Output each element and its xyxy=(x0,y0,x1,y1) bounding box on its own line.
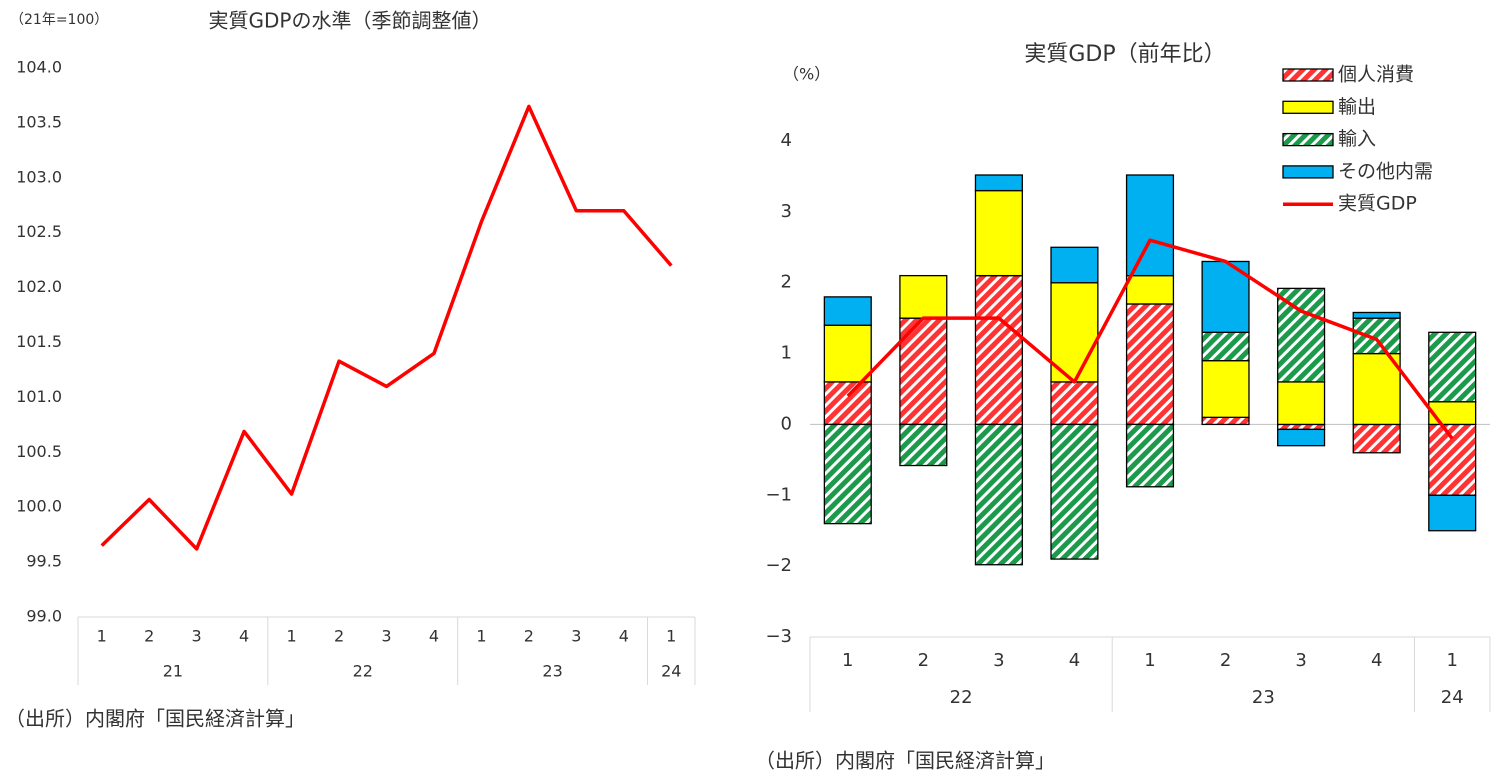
data-line xyxy=(846,238,1454,440)
legend-swatch xyxy=(1282,100,1334,114)
y-tick-label: −3 xyxy=(765,626,792,647)
bar-segment xyxy=(1277,428,1326,447)
x-tick-label: 3 xyxy=(381,627,391,646)
x-tick-label: 4 xyxy=(429,627,439,646)
legend-label: 輸出 xyxy=(1338,96,1376,118)
y-tick-label: 101.0 xyxy=(16,387,62,406)
x-tick-label: 4 xyxy=(1371,650,1382,671)
bar-segment xyxy=(974,189,1023,277)
bar-segment xyxy=(1125,174,1175,277)
y-tick-label: 102.0 xyxy=(16,277,62,296)
x-tick-label: 1 xyxy=(97,627,107,646)
x-tick-label: 3 xyxy=(192,627,202,646)
legend-label: 実質GDP xyxy=(1338,193,1417,215)
bar-segment xyxy=(1050,423,1099,560)
legend-label: 個人消費 xyxy=(1338,64,1414,86)
y-tick-label: 2 xyxy=(781,272,792,293)
x-tick-label: 4 xyxy=(619,627,629,646)
y-tick-label: 4 xyxy=(781,130,792,151)
bar-segment xyxy=(1125,303,1175,426)
y-tick-label: 99.5 xyxy=(26,552,62,571)
x-group-label: 22 xyxy=(950,687,973,708)
x-tick-label: 2 xyxy=(918,650,929,671)
x-tick-label: 1 xyxy=(476,627,486,646)
bar-segment xyxy=(899,423,948,467)
bar-segment xyxy=(823,296,872,326)
bar-segment xyxy=(1050,381,1099,426)
bar-segment xyxy=(1050,246,1099,284)
bar-segment xyxy=(823,324,872,383)
x-group-label: 22 xyxy=(353,662,373,681)
x-tick-label: 2 xyxy=(334,627,344,646)
y-tick-label: 101.5 xyxy=(16,332,62,351)
bar-segment xyxy=(1125,274,1175,305)
x-tick-label: 2 xyxy=(144,627,154,646)
bar-segment xyxy=(1352,423,1401,454)
legend-label: 輸入 xyxy=(1338,128,1376,150)
y-tick-label: −2 xyxy=(765,555,792,576)
y-tick-label: 100.5 xyxy=(16,442,62,461)
bar-segment xyxy=(1352,317,1401,355)
data-line xyxy=(100,104,673,551)
y-tick-label: 103.5 xyxy=(16,112,62,131)
bar-segment xyxy=(1428,331,1477,403)
bar-segment xyxy=(1428,423,1477,496)
bar-segment xyxy=(1201,416,1250,426)
legend-swatch xyxy=(1282,165,1334,179)
source-note: （出所）内閣府「国民経済計算」 xyxy=(755,749,1055,773)
legend-swatch xyxy=(1282,68,1334,82)
source-note: （出所）内閣府「国民経済計算」 xyxy=(5,707,305,731)
unit-label: （%） xyxy=(783,65,830,84)
y-tick-label: 102.5 xyxy=(16,222,62,241)
x-tick-label: 1 xyxy=(1144,650,1155,671)
y-tick-label: 3 xyxy=(781,201,792,222)
x-tick-label: 1 xyxy=(286,627,296,646)
x-tick-label: 4 xyxy=(1069,650,1080,671)
bar-segment xyxy=(1352,311,1401,319)
chart-title: 実質GDPの水準（季節調整値） xyxy=(209,9,492,33)
x-group-label: 21 xyxy=(163,662,183,681)
y-tick-label: −1 xyxy=(765,484,792,505)
chart-title: 実質GDP（前年比） xyxy=(1024,42,1225,67)
bar-segment xyxy=(1201,331,1250,362)
x-group-label: 23 xyxy=(542,662,562,681)
unit-label: （21年=100） xyxy=(10,12,108,28)
y-tick-label: 103.0 xyxy=(16,167,62,186)
x-tick-label: 4 xyxy=(239,627,249,646)
x-tick-label: 2 xyxy=(1220,650,1231,671)
bar-segment xyxy=(1201,360,1250,418)
x-tick-label: 2 xyxy=(524,627,534,646)
bar-segment xyxy=(1352,352,1401,426)
x-tick-label: 3 xyxy=(571,627,581,646)
bar-segment xyxy=(1428,401,1477,426)
y-tick-label: 0 xyxy=(781,413,792,434)
bar-segment xyxy=(1277,423,1326,431)
y-tick-label: 100.0 xyxy=(16,497,62,516)
x-group-label: 24 xyxy=(661,662,681,681)
legend-swatch xyxy=(1282,132,1334,147)
bar-segment xyxy=(1277,287,1326,383)
bar-segment xyxy=(1125,423,1175,488)
bar-segment xyxy=(974,174,1023,192)
bar-segment xyxy=(1428,494,1477,532)
y-tick-label: 104.0 xyxy=(16,58,62,77)
bar-segment xyxy=(899,274,948,319)
x-tick-label: 3 xyxy=(993,650,1004,671)
bar-segment xyxy=(823,423,872,525)
bar-segment xyxy=(974,423,1023,566)
bar-segment xyxy=(1277,381,1326,426)
x-tick-label: 3 xyxy=(1295,650,1306,671)
y-tick-label: 1 xyxy=(781,343,792,364)
bar-segment xyxy=(974,274,1023,426)
x-group-label: 23 xyxy=(1252,687,1275,708)
x-tick-label: 1 xyxy=(666,627,676,646)
x-group-label: 24 xyxy=(1441,687,1464,708)
x-tick-label: 1 xyxy=(842,650,853,671)
bar-segment xyxy=(823,381,872,426)
x-tick-label: 1 xyxy=(1446,650,1457,671)
legend-label: その他内需 xyxy=(1338,160,1433,182)
y-tick-label: 99.0 xyxy=(26,607,62,626)
